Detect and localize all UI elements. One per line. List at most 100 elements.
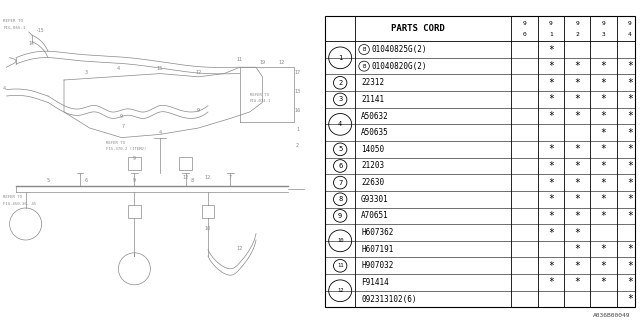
Text: *: * — [574, 211, 580, 221]
Text: *: * — [600, 144, 607, 154]
Text: -15: -15 — [35, 28, 44, 33]
Text: *: * — [627, 78, 633, 88]
Bar — [179, 157, 192, 170]
Text: 11: 11 — [237, 57, 243, 62]
Text: *: * — [627, 161, 633, 171]
Text: A036B00049: A036B00049 — [593, 313, 630, 318]
Text: 2: 2 — [338, 80, 342, 86]
Text: *: * — [600, 111, 607, 121]
Text: 2: 2 — [575, 32, 579, 37]
Text: *: * — [574, 244, 580, 254]
Text: 8: 8 — [338, 196, 342, 202]
Text: 7: 7 — [338, 180, 342, 186]
Text: *: * — [574, 178, 580, 188]
Text: *: * — [627, 244, 633, 254]
Text: *: * — [627, 144, 633, 154]
Text: *: * — [574, 277, 580, 287]
Text: *: * — [627, 94, 633, 104]
Text: *: * — [627, 294, 633, 304]
Text: 16: 16 — [294, 108, 301, 113]
Text: 7: 7 — [122, 124, 125, 129]
Text: *: * — [627, 111, 633, 121]
Text: 17: 17 — [294, 69, 301, 75]
Text: *: * — [548, 78, 554, 88]
Text: 21141: 21141 — [361, 95, 384, 104]
Text: *: * — [627, 261, 633, 271]
Text: *: * — [548, 194, 554, 204]
Bar — [128, 205, 141, 218]
Text: *: * — [574, 144, 580, 154]
Bar — [202, 205, 214, 218]
Text: 12: 12 — [237, 246, 243, 251]
Text: 12: 12 — [205, 175, 211, 180]
Text: 19: 19 — [259, 60, 266, 65]
Text: H607191: H607191 — [361, 245, 394, 254]
Text: 9: 9 — [575, 21, 579, 26]
Text: 6: 6 — [338, 163, 342, 169]
Text: *: * — [574, 228, 580, 237]
Text: *: * — [600, 194, 607, 204]
Text: *: * — [600, 277, 607, 287]
Text: *: * — [548, 178, 554, 188]
Text: FIG.450-36, 45: FIG.450-36, 45 — [3, 202, 36, 206]
Bar — [128, 157, 141, 170]
Text: 14: 14 — [29, 41, 35, 46]
Text: *: * — [548, 94, 554, 104]
Text: *: * — [600, 244, 607, 254]
Text: A50635: A50635 — [361, 128, 388, 137]
Text: *: * — [627, 277, 633, 287]
Text: 12: 12 — [278, 60, 285, 65]
Text: 4: 4 — [117, 66, 120, 71]
Text: *: * — [548, 44, 554, 54]
Text: H907032: H907032 — [361, 261, 394, 270]
Text: 092313102(6): 092313102(6) — [361, 295, 417, 304]
Text: 9: 9 — [133, 179, 136, 183]
Text: 12: 12 — [337, 288, 344, 293]
Text: *: * — [548, 277, 554, 287]
Text: 9: 9 — [197, 108, 200, 113]
Text: 14050: 14050 — [361, 145, 384, 154]
Text: 12: 12 — [195, 69, 202, 75]
Text: 15: 15 — [157, 66, 163, 71]
Text: *: * — [600, 178, 607, 188]
Text: 01040825G(2): 01040825G(2) — [371, 45, 427, 54]
Text: *: * — [574, 161, 580, 171]
Text: *: * — [627, 128, 633, 138]
Text: PARTS CORD: PARTS CORD — [391, 24, 445, 33]
Text: 3: 3 — [338, 96, 342, 102]
Text: *: * — [600, 94, 607, 104]
Text: *: * — [574, 194, 580, 204]
Text: 9: 9 — [522, 21, 526, 26]
Text: FIG.370-2 (ITEM2): FIG.370-2 (ITEM2) — [106, 148, 146, 151]
Text: REFER TO: REFER TO — [3, 20, 23, 23]
Text: 4: 4 — [338, 121, 342, 127]
Text: 6: 6 — [85, 179, 88, 183]
Text: 10: 10 — [205, 227, 211, 231]
Text: 3: 3 — [602, 32, 605, 37]
Text: 10: 10 — [337, 238, 344, 243]
Text: *: * — [600, 161, 607, 171]
Text: *: * — [548, 144, 554, 154]
Text: FIG.065-1: FIG.065-1 — [3, 26, 26, 30]
Text: *: * — [627, 61, 633, 71]
Text: F91414: F91414 — [361, 278, 388, 287]
Text: FIG.074-1: FIG.074-1 — [250, 100, 271, 103]
Text: 9: 9 — [549, 21, 552, 26]
Text: *: * — [600, 78, 607, 88]
Text: 21203: 21203 — [361, 162, 384, 171]
Text: 22312: 22312 — [361, 78, 384, 87]
Text: B: B — [362, 47, 365, 52]
Text: *: * — [548, 111, 554, 121]
Text: A70651: A70651 — [361, 212, 388, 220]
Text: 22630: 22630 — [361, 178, 384, 187]
Text: *: * — [600, 261, 607, 271]
Text: *: * — [548, 228, 554, 237]
Text: 4: 4 — [628, 32, 632, 37]
Text: *: * — [574, 261, 580, 271]
Text: *: * — [600, 211, 607, 221]
Text: *: * — [548, 261, 554, 271]
Text: 9: 9 — [133, 156, 136, 161]
Text: 5: 5 — [47, 179, 49, 183]
Text: 5: 5 — [338, 146, 342, 152]
Text: *: * — [548, 211, 554, 221]
